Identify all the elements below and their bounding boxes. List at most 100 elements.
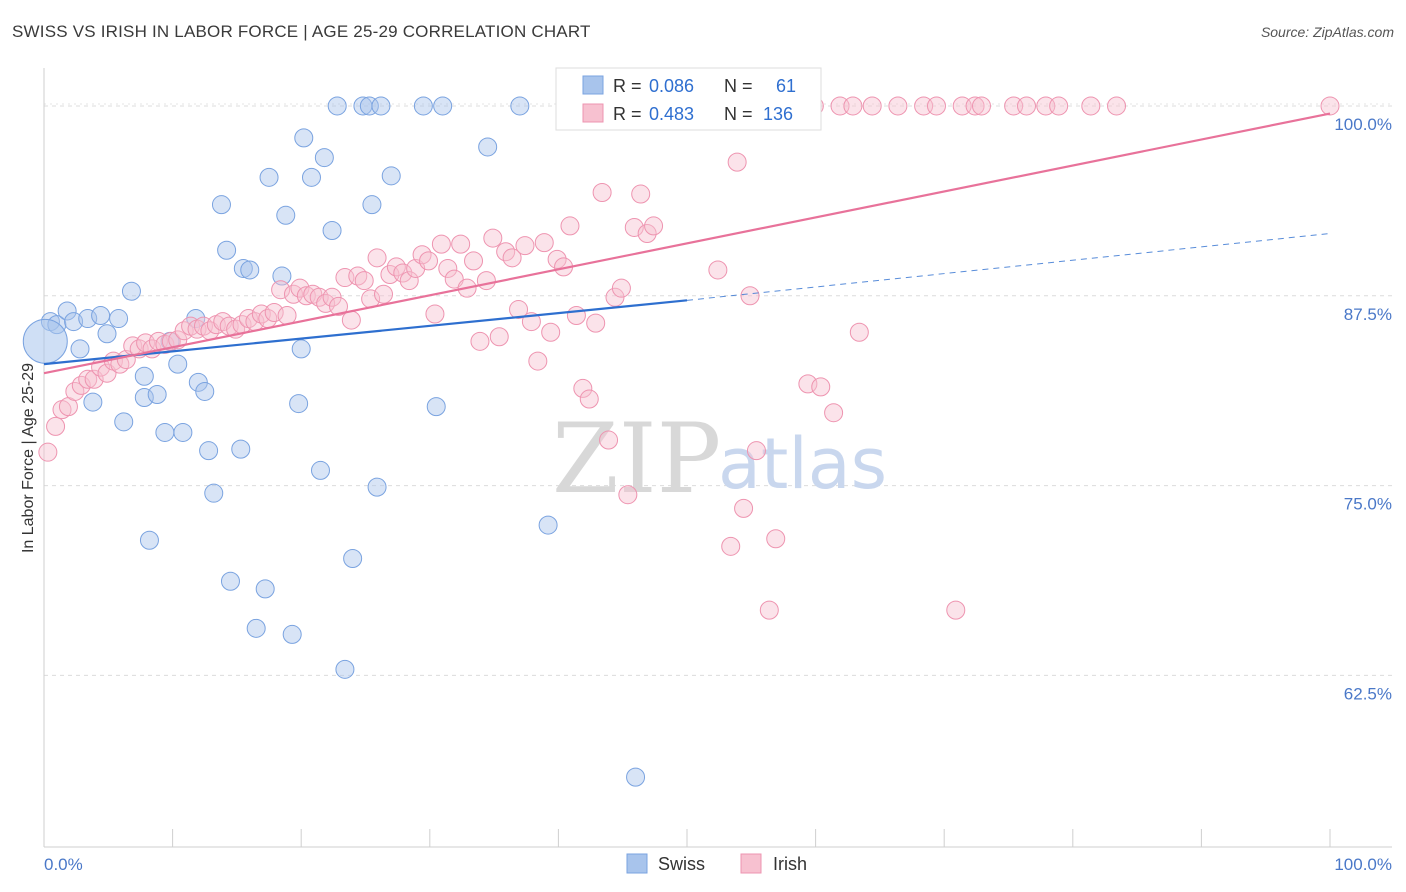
irish-point-100 [708,260,728,280]
swiss-point-52 [413,96,433,116]
irish-point-87 [599,430,619,450]
swiss-point-4 [70,339,90,359]
irish-point-72 [502,248,522,268]
irish-point-59 [419,251,439,271]
irish-point-94 [644,216,664,236]
irish-point-64 [451,234,471,254]
irish-point-9 [97,363,117,383]
irish-point-130 [1107,96,1127,116]
series-irish-points [38,96,1340,620]
irish-point-131 [1320,96,1340,116]
swiss-point-59 [22,318,68,364]
irish-point-36 [271,280,291,300]
irish-point-93 [637,224,657,244]
irish-point-60 [425,304,445,324]
y-tick-label-2: 87.5% [1344,305,1392,324]
legend-r-label-swiss: R = [613,76,642,96]
irish-point-123 [965,96,985,116]
swiss-point-54 [433,96,453,116]
irish-point-70 [489,327,509,347]
swiss-point-35 [276,205,296,225]
irish-point-77 [534,233,554,253]
irish-point-69 [483,228,503,248]
series-legend-label-irish: Irish [773,854,807,874]
irish-point-52 [374,284,394,304]
irish-point-112 [811,377,831,397]
legend-r-value-swiss: 0.086 [649,76,694,96]
swiss-point-33 [259,167,279,187]
irish-point-91 [624,217,644,237]
irish-point-129 [1081,96,1101,116]
irish-point-47 [341,310,361,330]
swiss-point-57 [538,515,558,535]
legend-n-label-swiss: N = [724,76,753,96]
swiss-point-37 [289,394,309,414]
swiss-point-40 [310,460,330,480]
swiss-point-26 [217,240,237,260]
swiss-point-42 [322,220,342,240]
series-legend-swatch-swiss [626,853,648,874]
watermark-atlas: atlas [718,423,887,505]
irish-point-7 [84,369,104,389]
swiss-point-55 [478,137,498,157]
y-tick-label-0: 62.5% [1344,684,1392,703]
swiss-point-60 [291,339,311,359]
irish-point-39 [290,278,310,298]
swiss-point-3 [64,312,84,332]
irish-point-110 [798,374,818,394]
swiss-point-9 [109,309,129,329]
swiss-point-56 [510,96,530,116]
swiss-point-36 [282,624,302,644]
irish-point-35 [264,302,284,322]
irish-point-63 [444,269,464,289]
swiss-point-58 [626,767,646,787]
swiss-point-23 [199,441,219,461]
irish-point-82 [566,306,586,326]
irish-point-89 [611,278,631,298]
irish-point-92 [631,184,651,204]
irish-point-84 [579,389,599,409]
swiss-point-43 [327,96,347,116]
irish-point-105 [746,441,766,461]
irish-point-117 [862,96,882,116]
y-tick-label-1: 75.0% [1344,495,1392,514]
irish-point-102 [727,152,747,172]
irish-point-78 [541,322,561,342]
irish-point-74 [515,236,535,256]
swiss-point-48 [362,195,382,215]
trend-lines [43,112,1331,375]
swiss-point-13 [134,366,154,386]
swiss-point-24 [204,483,224,503]
irish-point-76 [528,351,548,371]
swiss-point-53 [426,397,446,417]
irish-point-49 [354,271,374,291]
swiss-point-22 [195,381,215,401]
irish-point-90 [618,485,638,505]
swiss-point-6 [83,392,103,412]
irish-point-51 [367,248,387,268]
legend-swatch-swiss [582,75,604,95]
stats-legend: R = 0.086 N = 61 R = 0.483 N = 136 [555,67,822,131]
series-swiss-points [22,96,646,787]
irish-point-45 [328,296,348,316]
irish-point-1 [46,416,66,436]
axes [43,68,1392,848]
swiss-point-49 [367,477,387,497]
swiss-point-7 [91,306,111,326]
swiss-point-32 [255,579,275,599]
irish-point-101 [721,536,741,556]
irish-point-66 [464,251,484,271]
irish-point-128 [1049,96,1069,116]
swiss-point-30 [240,260,260,280]
irish-point-124 [971,96,991,116]
chart-title: SWISS VS IRISH IN LABOR FORCE | AGE 25-2… [12,22,591,41]
irish-point-81 [560,216,580,236]
swiss-point-15 [147,384,167,404]
swiss-point-38 [294,128,314,148]
swiss-point-10 [114,412,134,432]
series-legend: Swiss Irish [626,853,807,874]
irish-trend-line [43,112,1331,375]
swiss-point-44 [335,659,355,679]
legend-swatch-irish [582,103,604,123]
swiss-point-16 [155,422,175,442]
